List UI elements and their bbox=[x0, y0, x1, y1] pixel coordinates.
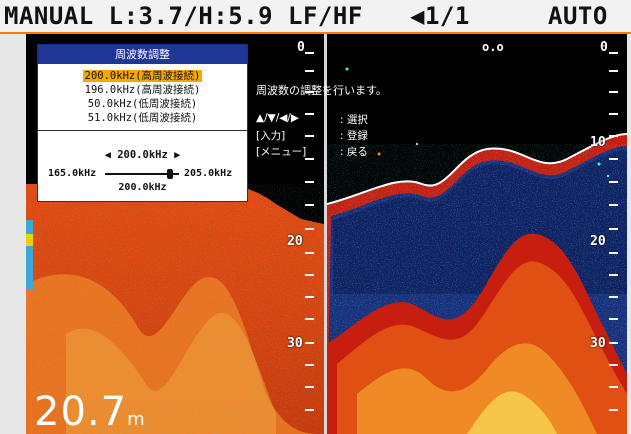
right-depth-scale bbox=[602, 34, 618, 434]
frequency-item[interactable]: 196.0kHz(高周波接続) bbox=[38, 83, 247, 97]
help-key-select: ▲/▼/◀/▶ bbox=[256, 112, 299, 124]
frequency-item-label: 200.0kHz(高周波接続) bbox=[82, 70, 203, 82]
help-message: 周波数の調整を行います。 bbox=[256, 84, 387, 97]
mode-readout: MANUAL L:3.7/H:5.9 LF/HF bbox=[4, 2, 363, 30]
help-action: 戻る bbox=[346, 146, 368, 158]
current-frequency[interactable]: ◀ 200.0kHz ▶ bbox=[104, 149, 181, 161]
frequency-value: 200.0kHz bbox=[118, 182, 167, 193]
frequency-item-label: 51.0kHz(低周波接続) bbox=[87, 112, 198, 124]
frequency-item[interactable]: 51.0kHz(低周波接続) bbox=[38, 111, 247, 125]
frequency-item[interactable]: 50.0kHz(低周波接続) bbox=[38, 97, 247, 111]
right-sonar-panel bbox=[327, 34, 627, 434]
frequency-item-label: 196.0kHz(高周波接続) bbox=[84, 84, 201, 96]
help-sep: : bbox=[340, 146, 344, 158]
depth-unit: m bbox=[127, 409, 146, 430]
help-action-menu: : 戻る bbox=[340, 144, 368, 159]
right-echogram bbox=[327, 34, 627, 434]
help-key-menu: [メニュー] bbox=[256, 146, 307, 158]
help-action-select: : 選択 bbox=[340, 112, 368, 127]
right-scale-label-10: 10 bbox=[590, 135, 606, 150]
right-frame bbox=[627, 34, 631, 434]
help-action: 選択 bbox=[346, 114, 368, 126]
help-action: 登録 bbox=[346, 130, 368, 142]
help-action-enter: : 登録 bbox=[340, 128, 368, 143]
left-scale-label-30: 30 bbox=[287, 336, 303, 351]
right-scale-label-30: 30 bbox=[590, 336, 606, 351]
left-depth-scale bbox=[298, 34, 314, 434]
left-frame bbox=[0, 34, 26, 434]
dialog-title: 周波数調整 bbox=[38, 45, 247, 64]
surface-marker: o.o bbox=[482, 40, 504, 54]
gain-mode[interactable]: AUTO bbox=[548, 2, 608, 30]
depth-readout: 20.7m bbox=[34, 392, 146, 434]
frequency-adjust-dialog: 周波数調整 200.0kHz(高周波接続) 196.0kHz(高周波接続) 50… bbox=[37, 44, 248, 202]
frequency-slider-track[interactable] bbox=[105, 173, 179, 175]
dialog-divider bbox=[38, 130, 247, 131]
right-scale-label-20: 20 bbox=[590, 234, 606, 249]
status-bar: MANUAL L:3.7/H:5.9 LF/HF ◀1/1 AUTO bbox=[0, 0, 631, 34]
help-sep: : bbox=[340, 130, 344, 142]
page-indicator[interactable]: ◀1/1 bbox=[410, 2, 470, 30]
help-sep: : bbox=[340, 114, 344, 126]
frequency-slider-handle[interactable] bbox=[166, 169, 173, 179]
frequency-list: 200.0kHz(高周波接続) 196.0kHz(高周波接続) 50.0kHz(… bbox=[38, 69, 247, 125]
frequency-item-label: 50.0kHz(低周波接続) bbox=[87, 98, 198, 110]
left-scale-label-0: 0 bbox=[297, 40, 305, 55]
depth-value: 20.7 bbox=[34, 389, 128, 434]
help-key-enter: [入力] bbox=[256, 130, 286, 142]
panel-divider bbox=[324, 34, 327, 434]
right-scale-label-0: 0 bbox=[600, 40, 608, 55]
left-scale-label-20: 20 bbox=[287, 234, 303, 249]
frequency-min: 165.0kHz bbox=[48, 168, 97, 179]
frequency-max: 205.0kHz bbox=[184, 168, 233, 179]
frequency-item[interactable]: 200.0kHz(高周波接続) bbox=[38, 69, 247, 83]
